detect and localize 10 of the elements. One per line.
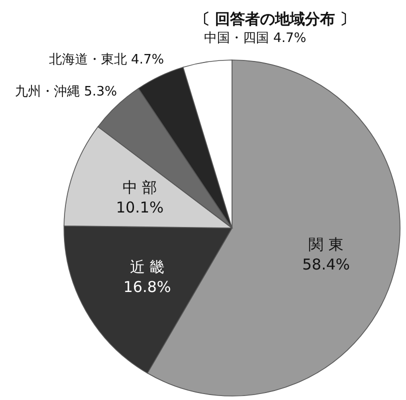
- chart-title: 〔 回答者の地域分布 〕: [194, 10, 356, 28]
- data-label: 16.8%: [123, 278, 172, 296]
- slice-label: 北海道・東北 4.7%: [48, 52, 164, 68]
- data-label: 58.4%: [302, 255, 350, 274]
- slice-label: 中 部: [122, 178, 158, 196]
- slice-label: 関 東: [308, 235, 344, 254]
- data-label: 10.1%: [116, 198, 164, 216]
- slice-label: 九州・沖縄 5.3%: [14, 84, 117, 100]
- slice-label: 近 畿: [130, 258, 165, 276]
- slice-label: 中国・四国 4.7%: [204, 30, 306, 46]
